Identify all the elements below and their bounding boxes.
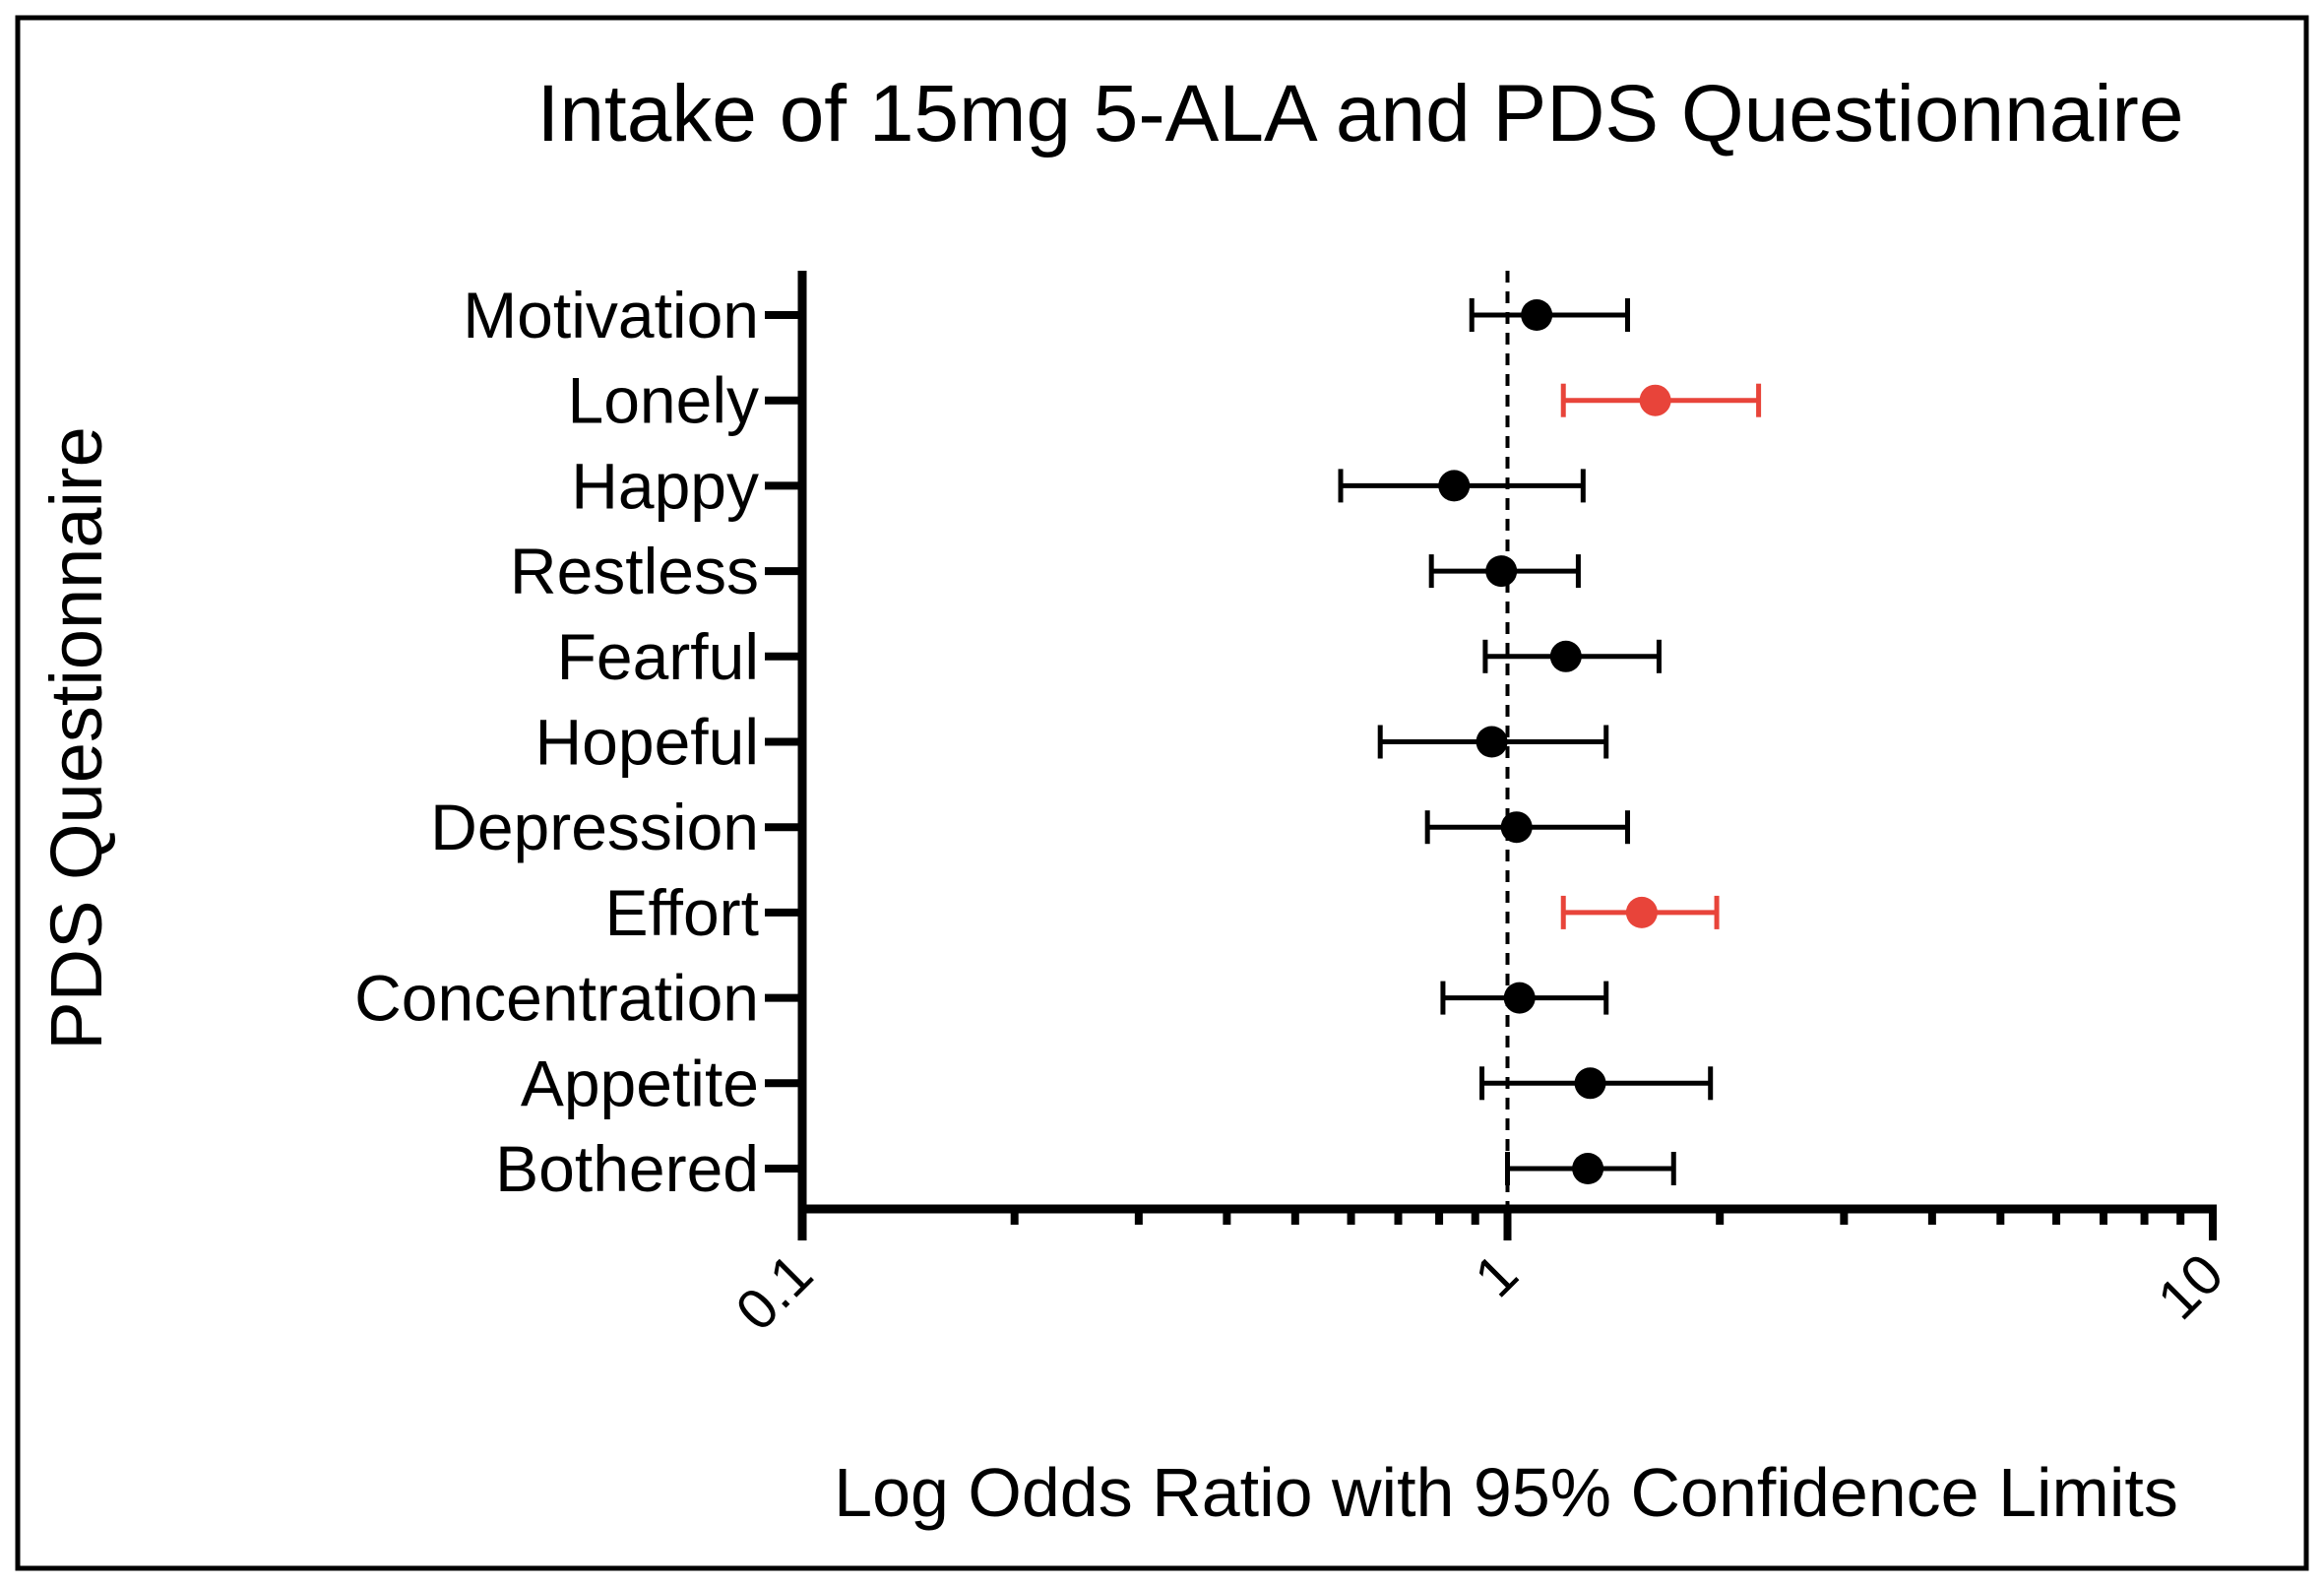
odds-ratio-point [1476, 726, 1508, 758]
y-category-label: Concentration [354, 962, 759, 1035]
y-category-label: Bothered [495, 1132, 759, 1205]
x-axis-label: Log Odds Ratio with 95% Confidence Limit… [834, 1454, 2178, 1531]
x-tick-label: 1 [1463, 1241, 1531, 1309]
chart-title: Intake of 15mg 5-ALA and PDS Questionnai… [537, 69, 2184, 159]
y-category-label: Fearful [557, 620, 759, 693]
y-category-label: Lonely [568, 364, 760, 437]
odds-ratio-point [1572, 1153, 1604, 1184]
x-tick-label: 10 [2146, 1241, 2236, 1332]
y-category-label: Depression [430, 791, 759, 863]
y-axis-label: PDS Questionnaire [35, 426, 117, 1049]
odds-ratio-point [1549, 640, 1582, 672]
y-category-label: Restless [510, 535, 759, 607]
odds-ratio-point [1521, 299, 1553, 331]
y-category-label: Effort [604, 876, 759, 949]
y-category-label: Happy [571, 449, 759, 522]
odds-ratio-point [1625, 896, 1658, 928]
x-tick-label: 0.1 [723, 1241, 825, 1343]
odds-ratio-point [1639, 384, 1671, 416]
y-category-label: Motivation [463, 279, 759, 351]
figure-border [15, 15, 2309, 1571]
odds-ratio-point [1485, 555, 1518, 588]
plot-area: 0.1 1 10 Motivation Lonely Happy Restless Fearf… [354, 271, 2235, 1343]
odds-ratio-point [1438, 470, 1471, 502]
y-category-label: Appetite [521, 1047, 759, 1119]
odds-ratio-point [1503, 982, 1536, 1014]
odds-ratio-point [1574, 1067, 1606, 1100]
y-category-label: Hopeful [535, 706, 760, 779]
odds-ratio-point [1500, 811, 1533, 844]
